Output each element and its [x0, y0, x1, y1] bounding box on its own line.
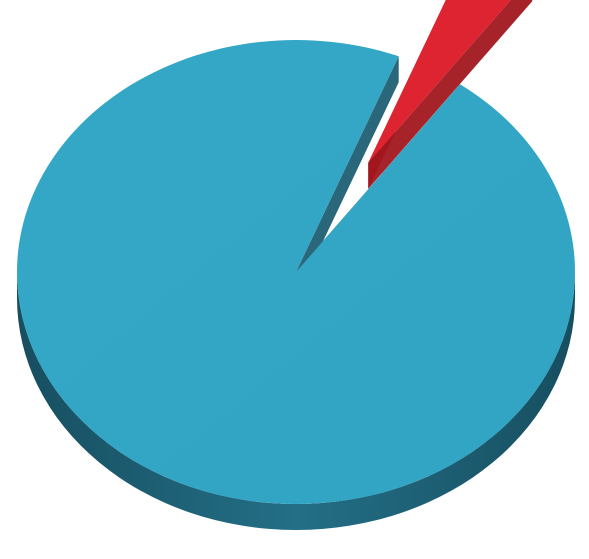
- pie-slice-2: [368, 0, 511, 163]
- pie-slice-2-side: [368, 0, 533, 189]
- pie-slice-1: [16, 39, 575, 504]
- pie-slices: [16, 0, 575, 530]
